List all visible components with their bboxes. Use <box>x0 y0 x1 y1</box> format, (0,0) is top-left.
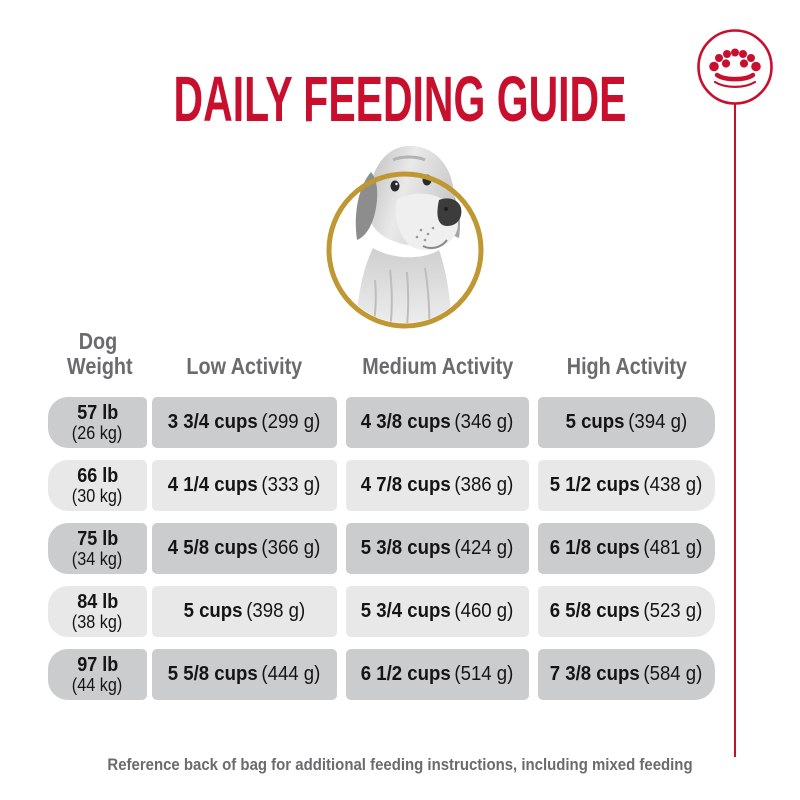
weight-cell: 66 lb (30 kg) <box>48 460 147 511</box>
medium-activity-cell: 4 3/8 cups (346 g) <box>346 397 529 448</box>
grams-amount: (346 g) <box>454 411 514 433</box>
grams-amount: (514 g) <box>454 663 514 685</box>
weight-cell: 75 lb (34 kg) <box>48 523 147 574</box>
high-activity-cell: 5 1/2 cups (438 g) <box>538 460 715 511</box>
grams-amount: (398 g) <box>246 600 306 622</box>
weight-cell: 84 lb (38 kg) <box>48 586 147 637</box>
cups-amount: 3 3/4 cups <box>168 411 259 433</box>
grams-amount: (366 g) <box>261 537 321 559</box>
grams-amount: (386 g) <box>454 474 514 496</box>
table-row: 66 lb (30 kg) 4 1/4 cups (333 g) 4 7/8 cu… <box>48 460 715 511</box>
grams-amount: (299 g) <box>261 411 321 433</box>
high-activity-cell: 6 1/8 cups (481 g) <box>538 523 715 574</box>
feeding-table: 57 lb (26 kg) 3 3/4 cups (299 g) 4 3/8 cu… <box>48 397 715 712</box>
cups-amount: 5 3/8 cups <box>361 537 452 559</box>
column-header-label: High Activity <box>566 352 687 379</box>
cups-amount: 4 5/8 cups <box>168 537 259 559</box>
cups-amount: 4 3/8 cups <box>361 411 452 433</box>
weight-kg: (38 kg) <box>72 611 123 632</box>
cups-amount: 6 1/8 cups <box>550 537 641 559</box>
weight-kg: (26 kg) <box>72 422 123 443</box>
grams-amount: (444 g) <box>261 663 321 685</box>
dog-photo <box>305 130 505 342</box>
cups-amount: 5 5/8 cups <box>168 663 259 685</box>
table-row: 84 lb (38 kg) 5 cups (398 g) 5 3/4 cups (4… <box>48 586 715 637</box>
column-header-medium-activity: Medium Activity <box>346 352 529 379</box>
medium-activity-cell: 5 3/8 cups (424 g) <box>346 523 529 574</box>
weight-kg: (30 kg) <box>72 485 123 506</box>
vertical-divider-line <box>734 104 736 757</box>
weight-lb: 97 lb <box>76 653 119 676</box>
weight-cell: 97 lb (44 kg) <box>48 649 147 700</box>
medium-activity-cell: 6 1/2 cups (514 g) <box>346 649 529 700</box>
footer-note: Reference back of bag for additional fee… <box>107 755 693 774</box>
weight-lb: 75 lb <box>76 527 119 550</box>
weight-kg: (34 kg) <box>72 548 123 569</box>
high-activity-cell: 6 5/8 cups (523 g) <box>538 586 715 637</box>
cups-amount: 5 1/2 cups <box>550 474 641 496</box>
column-header-dog-weight: Dog Weight <box>48 329 147 378</box>
column-header-low-activity: Low Activity <box>152 352 337 379</box>
cups-amount: 4 7/8 cups <box>361 474 452 496</box>
weight-lb: 66 lb <box>76 464 119 487</box>
cups-amount: 5 cups <box>183 600 243 622</box>
cups-amount: 4 1/4 cups <box>168 474 259 496</box>
medium-activity-cell: 5 3/4 cups (460 g) <box>346 586 529 637</box>
low-activity-cell: 5 cups (398 g) <box>152 586 337 637</box>
grams-amount: (584 g) <box>643 663 703 685</box>
weight-kg: (44 kg) <box>72 674 123 695</box>
cups-amount: 5 cups <box>565 411 625 433</box>
grams-amount: (424 g) <box>454 537 514 559</box>
cups-amount: 5 3/4 cups <box>361 600 452 622</box>
cups-amount: 6 1/2 cups <box>361 663 452 685</box>
weight-lb: 84 lb <box>76 590 119 613</box>
column-header-label: Low Activity <box>186 352 303 379</box>
medium-activity-cell: 4 7/8 cups (386 g) <box>346 460 529 511</box>
high-activity-cell: 7 3/8 cups (584 g) <box>538 649 715 700</box>
grams-amount: (438 g) <box>643 474 703 496</box>
weight-cell: 57 lb (26 kg) <box>48 397 147 448</box>
high-activity-cell: 5 cups (394 g) <box>538 397 715 448</box>
grams-amount: (460 g) <box>454 600 514 622</box>
grams-amount: (333 g) <box>261 474 321 496</box>
grams-amount: (481 g) <box>643 537 703 559</box>
table-row: 75 lb (34 kg) 4 5/8 cups (366 g) 5 3/8 cu… <box>48 523 715 574</box>
column-header-label: Medium Activity <box>362 352 513 379</box>
low-activity-cell: 4 5/8 cups (366 g) <box>152 523 337 574</box>
table-row: 57 lb (26 kg) 3 3/4 cups (299 g) 4 3/8 cu… <box>48 397 715 448</box>
weight-lb: 57 lb <box>76 401 119 424</box>
table-row: 97 lb (44 kg) 5 5/8 cups (444 g) 6 1/2 cu… <box>48 649 715 700</box>
cups-amount: 6 5/8 cups <box>550 600 641 622</box>
low-activity-cell: 4 1/4 cups (333 g) <box>152 460 337 511</box>
cups-amount: 7 3/8 cups <box>550 663 641 685</box>
grams-amount: (523 g) <box>643 600 703 622</box>
royal-canin-crown-icon <box>695 27 775 107</box>
column-header-high-activity: High Activity <box>538 352 715 379</box>
low-activity-cell: 5 5/8 cups (444 g) <box>152 649 337 700</box>
grams-amount: (394 g) <box>628 411 688 433</box>
low-activity-cell: 3 3/4 cups (299 g) <box>152 397 337 448</box>
page-title: DAILY FEEDING GUIDE <box>173 63 627 135</box>
table-header-row: Dog Weight Low Activity Medium Activity … <box>48 324 715 378</box>
column-header-label: Dog Weight <box>66 328 133 379</box>
